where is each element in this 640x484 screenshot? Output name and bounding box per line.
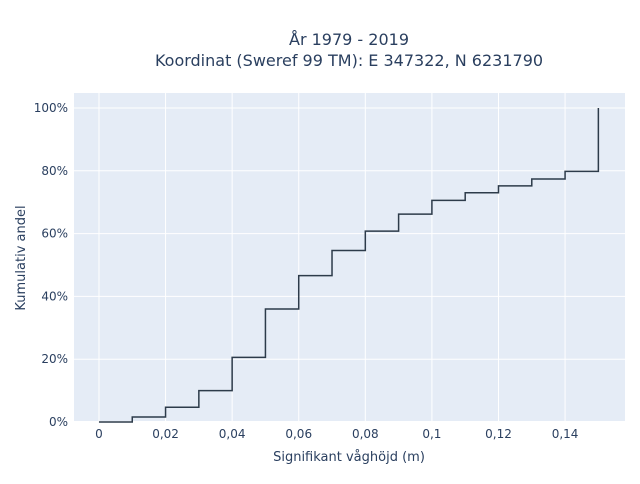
y-tick-label: 40% [41, 289, 68, 303]
x-tick-label: 0,06 [285, 427, 312, 441]
y-tick-label: 0% [49, 415, 68, 429]
y-tick-label: 20% [41, 352, 68, 366]
x-tick-label: 0,04 [219, 427, 246, 441]
x-axis-label: Signifikant våghöjd (m) [273, 450, 425, 465]
x-tick-label: 0,14 [552, 427, 579, 441]
y-tick-label: 100% [34, 101, 68, 115]
x-tick-label: 0,1 [422, 427, 441, 441]
x-tick-label: 0 [95, 427, 103, 441]
y-tick-label: 80% [41, 164, 68, 178]
x-tick-label: 0,08 [352, 427, 379, 441]
series-layer [98, 108, 600, 423]
x-tick-label: 0,12 [485, 427, 512, 441]
y-axis-label: Kumulativ andel [14, 205, 29, 310]
plot-background [74, 93, 625, 422]
x-tick-label: 0,02 [152, 427, 179, 441]
cdf-step-line [98, 108, 600, 423]
chart-title-line-1: År 1979 - 2019 [289, 30, 409, 49]
x-axis-ticks: 0 0,02 0,04 0,06 0,08 0,1 0,12 0,14 [95, 427, 578, 441]
chart-title-line-2: Koordinat (Sweref 99 TM): E 347322, N 62… [155, 51, 543, 70]
y-axis-ticks: 0% 20% 40% 60% 80% 100% [34, 101, 68, 429]
grid-lines [74, 93, 625, 423]
y-tick-label: 60% [41, 227, 68, 241]
